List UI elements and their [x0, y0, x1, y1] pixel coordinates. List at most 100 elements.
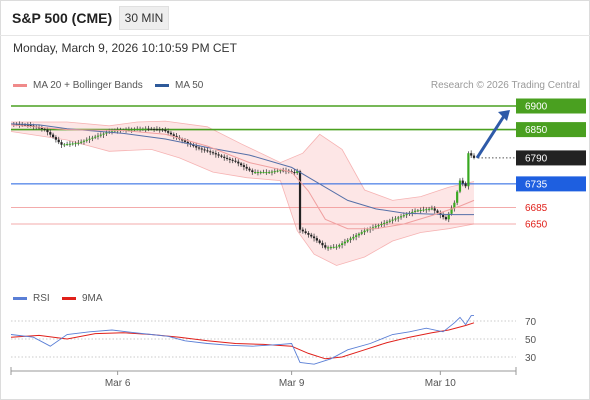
rsi-swatch: [13, 297, 27, 300]
candle-body: [209, 151, 212, 153]
candle-body: [80, 141, 83, 143]
candle-body: [343, 241, 347, 244]
candle-body: [99, 134, 102, 136]
rsi-tick-30: 30: [525, 353, 537, 364]
level-label-6650: 6650: [525, 220, 548, 231]
candle-body: [68, 143, 72, 145]
candle-body: [447, 213, 450, 220]
candle-body: [338, 245, 341, 247]
candle-body: [425, 209, 428, 211]
candle-body: [74, 143, 77, 145]
candle-body: [371, 227, 375, 229]
candle-body: [172, 134, 175, 136]
candle-body: [248, 168, 251, 171]
legend-ma50: MA 50: [155, 80, 203, 91]
candle-body: [416, 210, 419, 212]
level-badge-6900: [516, 98, 586, 114]
candle-body: [293, 172, 296, 174]
candle-body: [147, 128, 150, 130]
rsi-tick-70: 70: [525, 317, 537, 328]
candle-body: [397, 217, 400, 219]
datetime-label: Monday, March 9, 2026 10:10:59 PM CET: [13, 41, 237, 55]
candle-body: [71, 143, 74, 145]
candle-body: [51, 134, 55, 138]
candle-body: [442, 214, 445, 218]
candle-body: [239, 163, 243, 166]
candle-body: [380, 224, 383, 226]
candle-body: [169, 132, 173, 135]
candle-body: [164, 129, 167, 132]
candle-body: [200, 148, 203, 150]
candle-body: [138, 128, 142, 130]
candle-body: [265, 172, 268, 174]
bollinger-lower-line: [10, 131, 475, 266]
candle-body: [296, 171, 299, 174]
candle-body: [54, 137, 57, 140]
candle-body: [391, 219, 394, 221]
candle-body: [326, 247, 330, 249]
candle-body: [402, 215, 405, 217]
x-tick-label: Mar 6: [105, 378, 131, 389]
candle-body: [150, 128, 153, 130]
candle-body: [63, 144, 66, 146]
candle-body: [91, 137, 94, 139]
candle-body: [259, 172, 262, 174]
candle-body: [197, 147, 201, 149]
ma50-label: MA 50: [175, 80, 204, 91]
candle-body: [357, 233, 361, 236]
candle-body: [464, 183, 467, 187]
candle-body: [231, 159, 234, 161]
candle-body: [394, 218, 397, 220]
candle-body: [60, 142, 63, 145]
candle-body: [472, 155, 476, 158]
instrument-title: S&P 500 (CME): [12, 10, 113, 26]
candle-body: [428, 208, 431, 210]
level-badge-6790: [516, 150, 586, 166]
candle-body: [335, 246, 338, 248]
candle-body: [29, 124, 32, 126]
candle-body: [411, 211, 414, 213]
candle-body: [153, 128, 156, 130]
rsi-panel: 70 50 30: [10, 315, 537, 365]
candle-body: [220, 155, 223, 157]
candle-body: [186, 141, 189, 144]
legend-rsi: RSI: [13, 293, 50, 304]
candle-body: [136, 129, 139, 131]
candle-body: [23, 124, 27, 126]
candle-body: [237, 161, 240, 164]
candle-body: [242, 165, 246, 167]
research-credit: Research © 2026 Trading Central: [430, 80, 580, 91]
candle-body: [352, 236, 355, 239]
candles: [12, 121, 476, 251]
candle-body: [66, 144, 69, 146]
candle-body: [324, 245, 327, 248]
projection-arrow-shaft: [475, 115, 506, 159]
candle-body: [366, 229, 369, 231]
candle-body: [467, 153, 470, 187]
candle-body: [223, 156, 226, 158]
level-badge-6735: [516, 176, 586, 192]
candle-body: [88, 138, 91, 140]
level-label-6685: 6685: [525, 203, 548, 214]
candle-body: [105, 132, 108, 134]
candle-body: [312, 236, 316, 239]
rsi-tick-50: 50: [525, 335, 537, 346]
candle-body: [57, 139, 60, 143]
candle-body: [77, 142, 80, 144]
candle-body: [127, 129, 130, 131]
candle-body: [155, 129, 159, 131]
candle-body: [254, 172, 257, 174]
candle-body: [203, 149, 206, 151]
candle-body: [413, 210, 417, 212]
candle-body: [332, 246, 335, 248]
candle-body: [436, 210, 439, 213]
timeframe-button[interactable]: 30 MIN: [119, 6, 169, 30]
candle-body: [279, 170, 282, 172]
candle-body: [158, 129, 161, 131]
candle-body: [161, 129, 164, 131]
candle-body: [377, 225, 380, 227]
candle-body: [329, 247, 332, 249]
ma50-swatch: [155, 84, 169, 87]
candle-body: [96, 135, 100, 137]
candle-body: [321, 242, 324, 246]
